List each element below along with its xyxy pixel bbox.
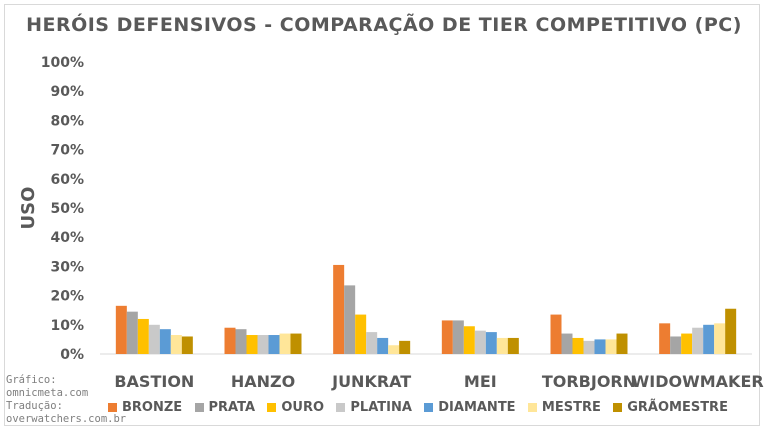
legend-label: PRATA — [208, 400, 256, 415]
bar-mei-ouro — [463, 326, 475, 354]
bar-mei-prata — [452, 320, 464, 354]
bar-hanzo-platina — [257, 335, 269, 354]
bar-hanzo-ouro — [246, 335, 258, 354]
bar-widowmaker-bronze — [659, 323, 671, 354]
credits-line-4: overwatchers.com.br — [6, 413, 127, 425]
bar-torbjorn-mestre — [605, 339, 617, 354]
y-tick-label: 100% — [41, 55, 84, 71]
bar-bastion-mestre — [170, 335, 182, 354]
legend-label: BRONZE — [122, 400, 183, 415]
bar-widowmaker-prata — [670, 336, 682, 354]
y-tick-label: 80% — [50, 113, 84, 129]
credits-line-3: Tradução: — [6, 400, 63, 412]
bar-torbjorn-ouro — [572, 337, 584, 354]
bar-junkrat-bronze — [333, 264, 345, 354]
bar-junkrat-platina — [366, 332, 378, 354]
bar-hanzo-diamante — [268, 335, 280, 354]
legend-label: OURO — [281, 400, 325, 415]
bar-bastion-bronze — [115, 305, 127, 354]
legend-swatch — [267, 403, 277, 412]
legend-swatch — [424, 403, 434, 412]
y-tick-label: 0% — [60, 347, 84, 363]
bar-mei-bronze — [441, 320, 453, 354]
bar-widowmaker-ouro — [681, 333, 693, 354]
bar-bastion-ouro — [137, 318, 149, 354]
y-tick-label: 70% — [50, 143, 84, 159]
bar-widowmaker-mestre — [714, 323, 726, 354]
bar-junkrat-ouro — [355, 314, 367, 354]
bar-hanzo-prata — [235, 329, 247, 354]
x-category-label: BASTION — [114, 372, 194, 391]
y-tick-label: 10% — [50, 318, 84, 334]
legend-label: PLATINA — [350, 400, 412, 415]
bar-mei-platina — [474, 330, 486, 354]
bar-hanzo-bronze — [224, 327, 236, 354]
y-tick-label: 30% — [50, 259, 84, 275]
credits-line-1: Gráfico: — [6, 374, 57, 386]
y-tick-label: 40% — [50, 230, 84, 246]
y-tick-label: 20% — [50, 289, 84, 305]
bar-widowmaker-grãomestre — [725, 308, 737, 354]
legend-swatch — [108, 403, 117, 412]
legend-label: MESTRE — [541, 400, 601, 415]
bar-torbjorn-platina — [583, 340, 595, 354]
bar-junkrat-grãomestre — [399, 340, 411, 354]
legend-swatch — [613, 403, 623, 412]
legend: BRONZE PRATA OURO PLATINA DIAMANTE MESTRE GRÃO… — [108, 400, 728, 415]
legend-swatch — [336, 403, 346, 412]
y-tick-label: 60% — [50, 172, 84, 188]
credits-line-2: omnicmeta.com — [6, 387, 89, 399]
bar-hanzo-grãomestre — [290, 333, 302, 354]
y-axis-label: USO — [18, 187, 39, 230]
legend-item: PRATA — [194, 400, 256, 415]
bar-mei-grãomestre — [507, 337, 519, 354]
bar-bastion-platina — [148, 324, 160, 354]
bar-mei-mestre — [496, 337, 508, 354]
bar-junkrat-mestre — [388, 345, 400, 354]
legend-item: OURO — [267, 400, 324, 415]
bar-torbjorn-grãomestre — [616, 333, 628, 354]
legend-swatch — [527, 403, 537, 412]
y-tick-label: 90% — [50, 84, 84, 100]
x-category-label: JUNKRAT — [331, 372, 411, 391]
bar-bastion-diamante — [159, 329, 171, 354]
y-tick-label: 50% — [50, 201, 84, 217]
credits: Gráfico: omnicmeta.com Tradução: overwat… — [6, 374, 126, 426]
chart-frame — [4, 4, 760, 426]
bar-junkrat-diamante — [377, 337, 389, 354]
bar-mei-diamante — [485, 332, 497, 354]
x-category-label: HANZO — [231, 372, 295, 391]
legend-label: GRÃOMESTRE — [627, 400, 728, 415]
x-category-label: MEI — [464, 372, 497, 391]
legend-swatch — [194, 403, 204, 412]
bar-torbjorn-bronze — [550, 314, 562, 354]
bar-widowmaker-platina — [692, 327, 704, 354]
bar-junkrat-prata — [344, 285, 356, 354]
bar-torbjorn-prata — [561, 333, 573, 354]
bar-widowmaker-diamante — [703, 324, 715, 354]
legend-item: PLATINA — [336, 400, 412, 415]
bar-bastion-grãomestre — [181, 336, 193, 354]
bar-torbjorn-diamante — [594, 339, 606, 354]
legend-item: MESTRE — [527, 400, 601, 415]
legend-item: DIAMANTE — [424, 400, 516, 415]
legend-item: GRÃOMESTRE — [613, 400, 728, 415]
x-category-label: WIDOWMAKER — [632, 372, 764, 391]
legend-item: BRONZE — [108, 400, 182, 415]
chart-title: HERÓIS DEFENSIVOS - COMPARAÇÃO DE TIER C… — [26, 14, 742, 36]
bar-bastion-prata — [126, 311, 138, 354]
x-category-label: TORBJORN — [542, 372, 636, 391]
bar-hanzo-mestre — [279, 333, 291, 354]
legend-label: DIAMANTE — [438, 400, 516, 415]
